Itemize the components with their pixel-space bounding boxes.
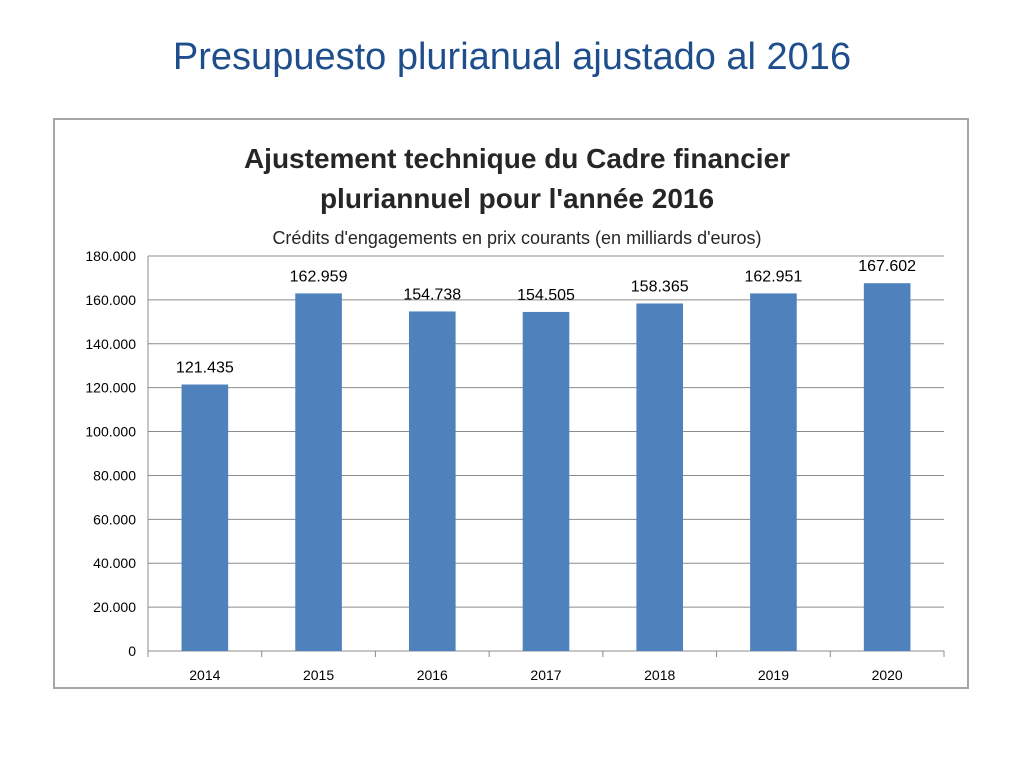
bar-2017 (522, 311, 570, 651)
data-label: 121.435 (176, 360, 234, 377)
data-labels: 121.435 162.959 154.738 154.505 158.365 162.9… (176, 258, 916, 376)
chart-frame: Ajustement technique du Cadre financier … (53, 118, 969, 689)
bar-2014 (181, 384, 229, 651)
axes: 0 20.000 40.000 60.000 80.000 100.000 120.000 1… (85, 248, 945, 683)
x-tick-label: 2014 (189, 667, 220, 683)
y-tick-label: 40.000 (93, 555, 136, 571)
data-label: 154.505 (517, 287, 575, 304)
bar-2019 (750, 293, 797, 651)
y-tick-label: 0 (128, 643, 136, 659)
data-label: 162.951 (745, 268, 803, 285)
y-tick-label: 60.000 (93, 511, 136, 527)
bar-2020 (863, 283, 911, 651)
y-tick-label: 140.000 (85, 336, 136, 352)
y-tick-label: 180.000 (85, 248, 136, 264)
data-label: 167.602 (858, 258, 916, 275)
bars (181, 283, 911, 651)
chart-title-line-1: Ajustement technique du Cadre financier (244, 143, 790, 174)
chart-title-line-2: pluriannuel pour l'année 2016 (320, 183, 714, 214)
bar-2018 (636, 303, 684, 651)
x-tick-label: 2020 (872, 667, 903, 683)
bar-chart: Ajustement technique du Cadre financier … (85, 143, 945, 683)
slide-title: Presupuesto plurianual ajustado al 2016 (172, 36, 852, 78)
x-tick-label: 2016 (417, 667, 448, 683)
data-label: 158.365 (631, 278, 689, 295)
y-tick-label: 120.000 (85, 380, 136, 396)
x-tick-label: 2018 (644, 667, 675, 683)
x-tick-label: 2017 (530, 667, 561, 683)
y-tick-label: 20.000 (93, 599, 136, 615)
data-label: 154.738 (403, 286, 461, 303)
bar-2015 (295, 293, 342, 651)
y-tick-label: 160.000 (85, 292, 136, 308)
bar-2016 (408, 311, 456, 651)
x-tick-label: 2015 (303, 667, 334, 683)
chart-subtitle: Crédits d'engagements en prix courants (… (272, 228, 761, 248)
x-tick-label: 2019 (758, 667, 789, 683)
data-label: 162.959 (290, 268, 348, 285)
y-tick-label: 100.000 (85, 424, 136, 440)
y-tick-label: 80.000 (93, 467, 136, 483)
